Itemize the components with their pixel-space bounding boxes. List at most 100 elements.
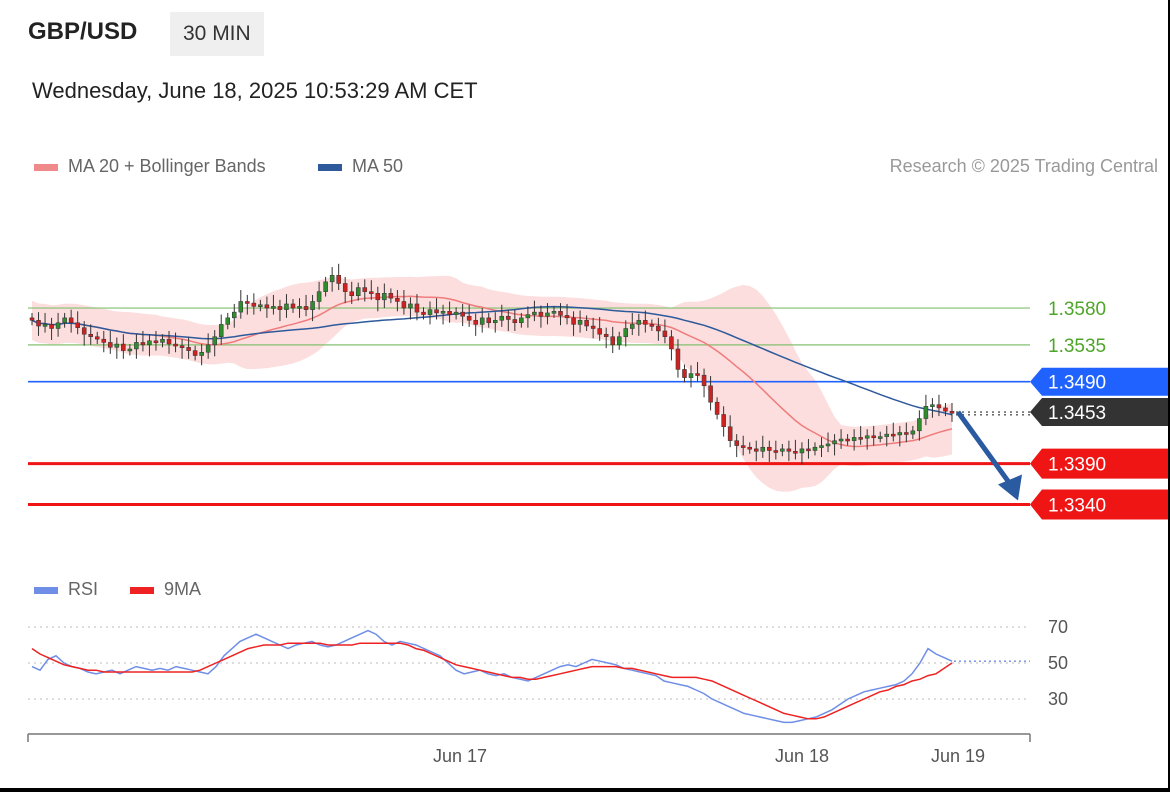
candle-body: [160, 338, 165, 343]
candle-body: [75, 322, 80, 328]
candle-body: [904, 432, 909, 435]
candle-body: [369, 291, 374, 294]
candle-body: [29, 317, 35, 321]
candle-body: [669, 336, 674, 350]
support-label: 1.3340: [1048, 496, 1106, 517]
candle-body: [173, 343, 178, 347]
candle-body: [264, 304, 270, 309]
candle-body: [408, 303, 413, 309]
candle-body: [297, 306, 302, 309]
candle-body: [897, 432, 903, 436]
candle-body: [767, 446, 772, 451]
research-credit: Research © 2025 Trading Central: [889, 156, 1158, 176]
candle-body: [610, 336, 615, 346]
candle-body: [584, 320, 589, 327]
candle-body: [277, 306, 283, 310]
legend-ma50: MA 50: [318, 156, 403, 177]
candle-body: [917, 418, 922, 432]
legend-rsi-ma: 9MA: [130, 579, 201, 600]
candle-body: [603, 333, 609, 337]
candle-body: [871, 435, 876, 439]
timestamp: Wednesday, June 18, 2025 10:53:29 AM CET: [32, 78, 478, 103]
candle-body: [88, 333, 93, 337]
candle-body: [186, 347, 191, 351]
candle-body: [62, 317, 67, 324]
candle-body: [630, 324, 635, 329]
x-tick-label: Jun 19: [931, 746, 985, 766]
candle-body: [545, 312, 550, 317]
candle-body: [440, 311, 446, 314]
candle-body: [864, 435, 870, 439]
support-tag: [1030, 489, 1168, 520]
projection-arrow-head: [998, 474, 1022, 501]
candle-body: [336, 275, 341, 284]
support-label: 1.3390: [1048, 455, 1106, 476]
rsi-tick-label: 50: [1048, 653, 1068, 673]
legend-label-rsi: RSI: [68, 579, 99, 599]
candle-body: [799, 448, 805, 454]
legend-rsi: RSI: [34, 579, 98, 600]
candle-body: [55, 322, 61, 329]
candle-body: [747, 446, 752, 450]
candle-body: [623, 328, 629, 337]
candle-body: [910, 430, 916, 435]
candle-body: [342, 283, 348, 292]
candle-body: [688, 373, 694, 378]
candle-body: [192, 350, 198, 356]
candle-body: [427, 309, 433, 315]
candle-body: [329, 275, 335, 283]
candle-body: [753, 448, 759, 452]
candle-body: [466, 315, 472, 321]
candle-body: [473, 320, 478, 325]
candle-body: [577, 320, 583, 325]
candle-body: [310, 301, 315, 310]
candle-body: [825, 443, 831, 447]
candle-body: [81, 327, 87, 335]
candle-body: [395, 297, 400, 302]
candle-body: [323, 281, 328, 292]
candle-body: [205, 344, 211, 353]
candle-body: [636, 320, 642, 325]
ma20-line: [31, 295, 953, 448]
candle-body: [166, 338, 172, 345]
candle-body: [819, 445, 824, 448]
candle-body: [675, 348, 681, 370]
candle-body: [127, 348, 133, 352]
candle-body: [414, 303, 420, 313]
legend-label-ma20: MA 20 + Bollinger Bands: [68, 156, 266, 176]
legend-label-ma50: MA 50: [352, 156, 404, 176]
candle-body: [832, 440, 837, 445]
rsi-line: [31, 629, 953, 724]
legend-swatch-ma20: [34, 163, 58, 171]
candle-body: [238, 301, 244, 313]
legend-swatch-rsi: [34, 586, 58, 594]
candle-body: [453, 311, 459, 315]
last-price-tag: [1030, 398, 1168, 427]
candle-body: [284, 303, 289, 310]
candle-body: [838, 438, 844, 442]
x-tick-label: Jun 18: [775, 746, 829, 766]
candle-body: [258, 304, 263, 308]
ma50-line: [31, 305, 953, 416]
candle-body: [858, 437, 863, 440]
candle-body: [851, 437, 857, 441]
candle-body: [714, 401, 720, 415]
candle-body: [232, 311, 237, 319]
candle-body: [479, 317, 485, 325]
candle-body: [49, 324, 54, 329]
pivot-tag: [1030, 367, 1168, 396]
candle-body: [382, 293, 387, 301]
candle-body: [486, 317, 491, 324]
candle-body: [721, 414, 726, 427]
timeframe-badge[interactable]: 30 MIN: [170, 12, 264, 56]
candle-body: [375, 293, 381, 301]
last-price-label: 1.3453: [1048, 403, 1106, 424]
candle-body: [662, 330, 668, 337]
candle-body: [786, 448, 792, 452]
candle-body: [147, 340, 152, 346]
candle-body: [734, 440, 739, 446]
candle-body: [845, 438, 850, 442]
bollinger-band: [32, 275, 952, 492]
